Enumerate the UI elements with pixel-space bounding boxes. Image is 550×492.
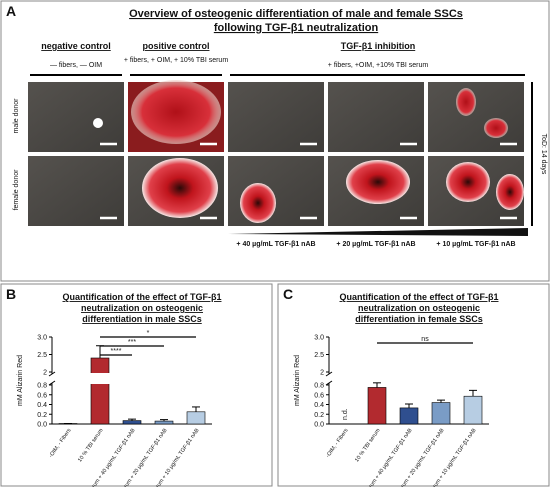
y-tick-label: 0.8 [37, 383, 47, 390]
x-tick-label: 10% serum + 10 µg/mL TGF-β1 nAB [421, 427, 477, 487]
micrograph [328, 82, 424, 152]
y-tick-label: 0.0 [314, 422, 324, 429]
micrograph [28, 156, 124, 226]
y-axis-label: mM Alizarin Red [17, 355, 24, 406]
dose-label: + 10 µg/mL TGF-β1 nAB [436, 241, 515, 248]
micrograph [240, 183, 276, 223]
micrographs [28, 80, 524, 226]
micrograph [496, 174, 524, 210]
bar [187, 412, 205, 424]
dose-label: + 20 µg/mL TGF-β1 nAB [336, 241, 415, 248]
condition: + fibers, + OIM, + 10% TBI serum [124, 57, 228, 64]
y-tick-label: 2.5 [314, 352, 324, 359]
micrograph [228, 82, 324, 152]
micrograph [456, 88, 476, 116]
condition: + fibers, +OIM, +10% TBI serum [328, 62, 429, 69]
y-tick-label: 0.6 [314, 392, 324, 399]
x-tick-label: -OIM, - Fibers [325, 428, 350, 459]
row-label: male donor [13, 98, 20, 134]
micrograph [93, 118, 103, 128]
y-tick-label: 0.4 [314, 402, 324, 409]
y-tick-label: 2 [43, 370, 47, 377]
significance-label: *** [128, 339, 136, 346]
time-label: ToD: 14 days [540, 134, 547, 175]
bar [432, 403, 450, 424]
panel-title: Overview of osteogenic differentiation o… [129, 8, 463, 20]
y-tick-label: 0.2 [314, 412, 324, 419]
y-tick-label: 3.0 [314, 335, 324, 342]
micrograph [28, 82, 124, 152]
x-tick-label: 10 % TBI serum [77, 427, 105, 463]
micrograph [428, 82, 524, 152]
y-tick-label: 2.5 [37, 352, 47, 359]
bar [155, 421, 173, 424]
value-label: n.d. [342, 408, 349, 420]
y-tick-label: 0.0 [37, 422, 47, 429]
y-tick-label: 2 [320, 370, 324, 377]
column-header: negative control [41, 41, 111, 51]
y-axis-label: mM Alizarin Red [294, 355, 301, 406]
row-label: female donor [13, 169, 20, 211]
micrograph [446, 162, 490, 202]
panel-letter: A [6, 3, 16, 19]
x-tick-label: 10% serum + 10 µg/mL TGF-β1 nAB [144, 427, 200, 487]
bar [400, 408, 418, 424]
column-header: positive control [142, 41, 209, 51]
x-tick-label: -OIM, - Fibers [48, 428, 73, 459]
bar-break [90, 373, 110, 384]
micrograph [346, 160, 410, 204]
bar [91, 358, 109, 424]
column-header: TGF-β1 inhibition [341, 41, 415, 51]
x-tick-label: 10 % TBI serum [354, 427, 382, 463]
micrograph [228, 156, 324, 226]
y-tick-label: 0.4 [37, 402, 47, 409]
significance-label: * [147, 330, 150, 337]
panel-letter: B [6, 286, 16, 302]
significance-label: ns [421, 336, 429, 343]
y-tick-label: 0.8 [314, 383, 324, 390]
panel-letter: C [283, 286, 293, 302]
panel-title: following TGF-β1 neutralization [214, 22, 379, 34]
micrograph [131, 80, 221, 144]
y-tick-label: 0.2 [37, 412, 47, 419]
micrograph [484, 118, 508, 138]
condition: — fibers, — OIM [50, 62, 102, 69]
dose-wedge [228, 228, 528, 236]
significance-label: **** [111, 348, 122, 355]
bar [464, 396, 482, 424]
y-tick-label: 0.6 [37, 392, 47, 399]
y-tick-label: 3.0 [37, 335, 47, 342]
dose-label: + 40 µg/mL TGF-β1 nAB [236, 241, 315, 248]
bar [368, 387, 386, 424]
bar [123, 421, 141, 424]
micrograph [142, 158, 218, 218]
